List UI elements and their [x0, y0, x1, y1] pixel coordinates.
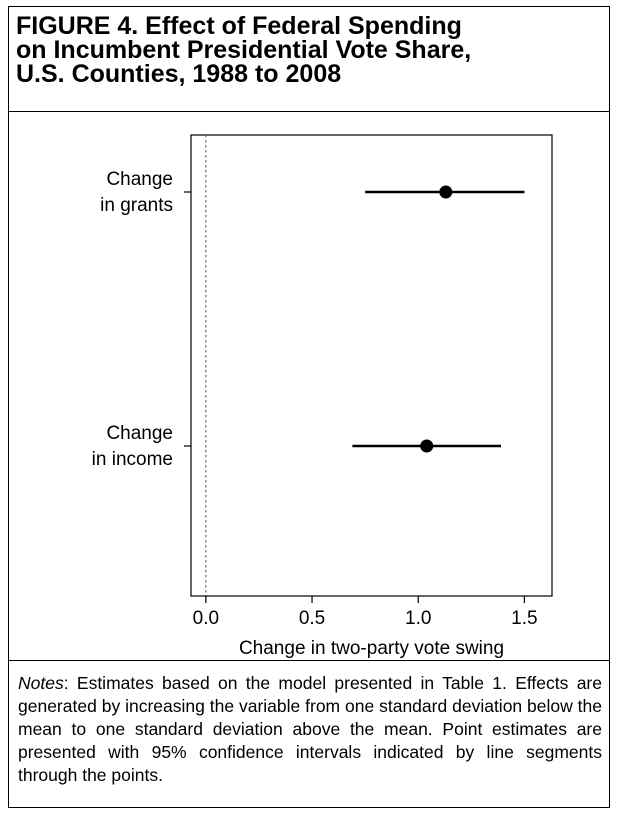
title-line-3: U.S. Counties, 1988 to 2008	[16, 60, 342, 88]
plot-area	[190, 134, 553, 597]
title-divider	[8, 111, 610, 112]
y-category-label: in income	[92, 449, 173, 470]
figure-notes: Notes: Estimates based on the model pres…	[18, 672, 602, 787]
x-tick-label: 1.5	[511, 608, 537, 629]
y-category-label: in grants	[100, 195, 173, 216]
x-axis-label: Change in two-party vote swing	[239, 638, 504, 659]
x-tick-label: 1.0	[405, 608, 431, 629]
y-category-label: Change	[106, 423, 173, 444]
figure-title: FIGURE 4. Effect of Federal Spending on …	[16, 12, 596, 88]
notes-label: Notes	[18, 673, 64, 693]
notes-divider	[8, 660, 610, 661]
point-estimate	[420, 439, 434, 453]
title-line-1: FIGURE 4. Effect of Federal Spending	[16, 12, 462, 40]
y-category-label: Change	[106, 169, 173, 190]
figure-frame	[8, 6, 610, 808]
point-estimate	[439, 185, 453, 199]
notes-text: : Estimates based on the model presented…	[18, 673, 602, 785]
title-line-2: on Incumbent Presidential Vote Share,	[16, 36, 472, 64]
coefficient-plot: 0.0 0.5 1.0 1.5 Change in two-party vote swi…	[92, 134, 553, 659]
x-tick-label: 0.0	[193, 608, 219, 629]
x-tick-label: 0.5	[299, 608, 325, 629]
